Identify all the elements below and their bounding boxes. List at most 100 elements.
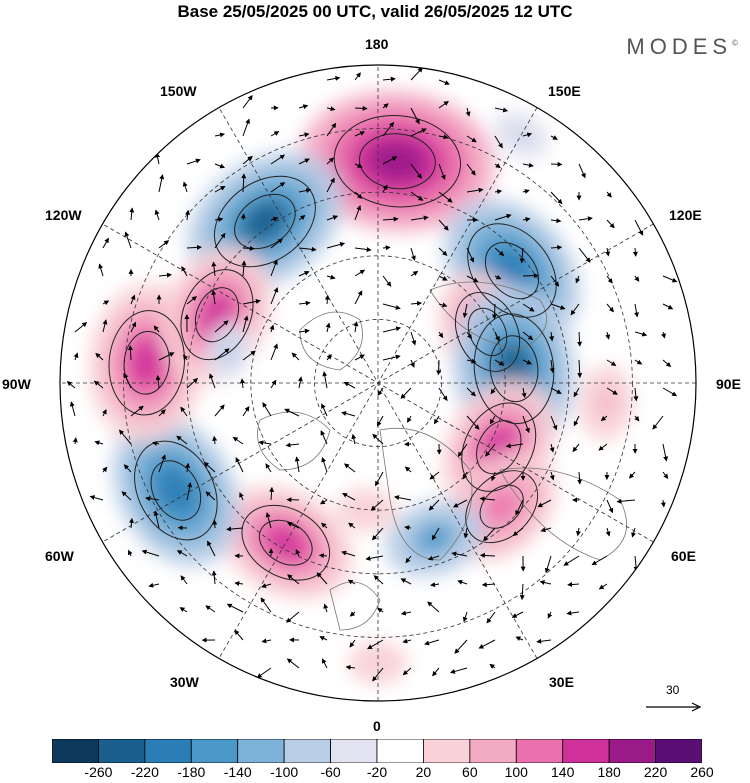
colorbar-swatch bbox=[376, 739, 424, 763]
wind-vectors bbox=[66, 67, 678, 682]
colorbar-swatch bbox=[562, 739, 610, 763]
wind-arrow bbox=[285, 442, 300, 448]
wind-arrow bbox=[438, 163, 446, 181]
contour-line bbox=[150, 460, 202, 521]
wind-arrow bbox=[286, 658, 300, 669]
wind-arrow bbox=[438, 387, 448, 402]
anomaly-cell bbox=[129, 338, 165, 387]
wind-arrow bbox=[321, 403, 328, 417]
wind-arrow bbox=[394, 495, 412, 501]
wind-arrow bbox=[93, 380, 104, 389]
wind-arrow bbox=[354, 163, 363, 168]
contour-line bbox=[258, 519, 313, 566]
colorbar-tick-label: -220 bbox=[130, 764, 159, 780]
wind-arrow bbox=[242, 245, 255, 251]
wind-arrow bbox=[489, 663, 496, 669]
contour-line bbox=[194, 287, 240, 343]
wind-arrow bbox=[377, 607, 384, 613]
wind-arrow bbox=[410, 107, 420, 125]
wind-arrow bbox=[573, 387, 580, 398]
wind-arrow bbox=[578, 216, 593, 222]
wind-arrow bbox=[466, 275, 479, 283]
wind-arrow bbox=[606, 191, 612, 198]
wind-arrow bbox=[549, 471, 555, 481]
wind-arrow bbox=[234, 629, 244, 641]
wind-arrow bbox=[123, 464, 132, 473]
wind-arrow bbox=[73, 352, 79, 361]
wind-arrow bbox=[354, 105, 368, 111]
wind-arrow bbox=[102, 237, 109, 249]
wind-arrow bbox=[662, 303, 674, 310]
colorbar-swatch bbox=[469, 739, 517, 763]
coastline bbox=[379, 427, 473, 561]
anomaly-cell bbox=[156, 467, 195, 514]
wind-arrow bbox=[606, 359, 617, 366]
wind-arrow bbox=[298, 104, 309, 110]
wind-arrow bbox=[600, 415, 608, 421]
wind-arrow bbox=[633, 387, 639, 402]
wind-arrow bbox=[211, 289, 217, 305]
wind-arrow bbox=[242, 350, 256, 361]
wind-arrow bbox=[291, 352, 300, 361]
wind-arrow bbox=[544, 555, 552, 574]
wind-arrow bbox=[226, 526, 244, 532]
colorbar-tick-label: -100 bbox=[270, 764, 299, 780]
wind-arrow bbox=[410, 215, 429, 221]
wind-arrow bbox=[270, 131, 280, 137]
wind-arrow bbox=[404, 525, 412, 531]
wind-arrow bbox=[494, 247, 505, 257]
wind-arrow bbox=[185, 209, 191, 221]
wind-arrow bbox=[321, 522, 328, 529]
lon-label-150w: 150W bbox=[160, 83, 197, 99]
wind-arrow bbox=[158, 352, 175, 361]
wind-arrow bbox=[570, 303, 580, 316]
wind-arrow bbox=[490, 387, 496, 395]
wind-arrow bbox=[294, 456, 300, 473]
wind-arrow bbox=[410, 191, 424, 201]
wind-arrow bbox=[662, 359, 672, 368]
wind-arrow bbox=[491, 471, 496, 482]
wind-arrow bbox=[606, 275, 613, 284]
colorbar-swatch bbox=[283, 739, 331, 763]
wind-arrow bbox=[226, 603, 244, 613]
wind-arrow bbox=[242, 315, 249, 333]
wind-arrow bbox=[349, 611, 356, 617]
wind-arrow bbox=[89, 495, 104, 501]
wind-arrow bbox=[239, 492, 244, 501]
contour-line bbox=[479, 484, 524, 529]
wind-arrow bbox=[95, 352, 104, 361]
wind-arrow bbox=[214, 217, 224, 222]
wind-arrow bbox=[127, 549, 133, 557]
wind-arrow bbox=[549, 331, 555, 342]
wind-arrow bbox=[522, 415, 530, 434]
wind-arrow bbox=[489, 415, 496, 425]
wind-arrow bbox=[377, 387, 384, 396]
wind-arrow bbox=[578, 247, 591, 263]
wind-arrow bbox=[449, 667, 468, 674]
wind-arrow bbox=[410, 331, 417, 346]
wind-arrow bbox=[102, 300, 110, 306]
colorbar-tick-label: -20 bbox=[366, 764, 388, 780]
wind-arrow bbox=[158, 409, 166, 417]
lon-label-60w: 60W bbox=[45, 548, 74, 564]
wind-arrow bbox=[438, 100, 449, 109]
anomaly-cell bbox=[485, 490, 519, 524]
reference-vector-label: 30 bbox=[666, 683, 680, 697]
wind-arrow bbox=[575, 275, 581, 284]
wind-arrow bbox=[550, 415, 558, 431]
wind-arrow bbox=[382, 326, 402, 333]
wind-arrow bbox=[407, 415, 412, 423]
wind-arrow bbox=[522, 162, 534, 168]
chart-title: Base 25/05/2025 00 UTC, valid 26/05/2025… bbox=[177, 2, 573, 21]
colorbar-tick-label: -180 bbox=[177, 764, 206, 780]
wind-arrow bbox=[270, 259, 278, 277]
wind-arrow bbox=[130, 405, 144, 417]
wind-arrow bbox=[232, 436, 244, 445]
wind-arrow bbox=[634, 275, 640, 282]
wind-arrow bbox=[634, 331, 648, 337]
wind-arrow bbox=[522, 217, 531, 222]
wind-arrow bbox=[214, 232, 226, 249]
wind-arrow bbox=[153, 510, 160, 529]
wind-arrow bbox=[326, 274, 336, 280]
